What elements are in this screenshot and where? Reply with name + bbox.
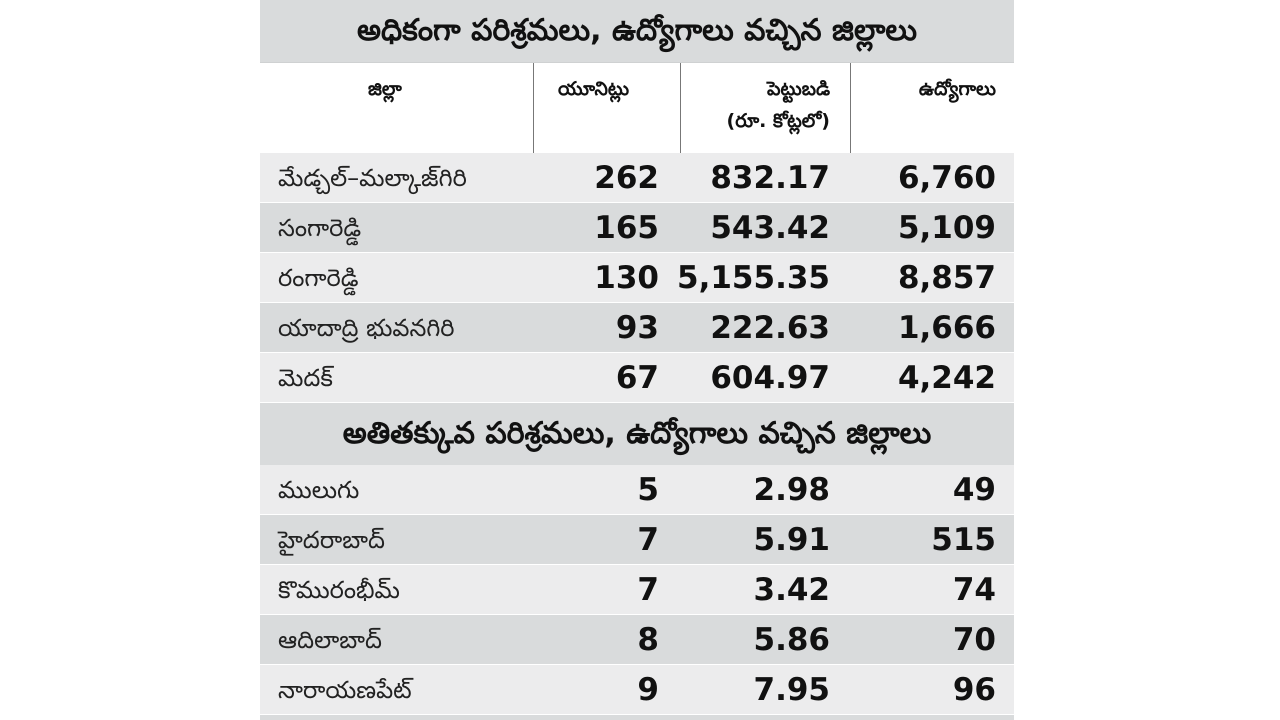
column-divider [850, 63, 851, 153]
district-name: మెదక్‌ [278, 364, 333, 392]
table-header: జిల్లా యూనిట్లు పెట్టుబడి (రూ. కోట్లలో) … [260, 63, 1014, 153]
table-row: ఆదిలాబాద్‌ 8 5.86 70 [260, 615, 1014, 665]
investment-value: 5,155.35 [677, 260, 830, 296]
units-value: 165 [594, 210, 659, 246]
top-districts-block: మేడ్చల్‌–మల్కాజ్‌గిరి 262 832.17 6,760 స… [260, 153, 1014, 403]
table-row: ములుగు 5 2.98 49 [260, 465, 1014, 515]
table-row: రంగారెడ్డి 130 5,155.35 8,857 [260, 253, 1014, 303]
district-name: రంగారెడ్డి [278, 264, 359, 292]
jobs-value: 96 [952, 672, 996, 708]
header-units: యూనిట్లు [558, 78, 630, 100]
bottom-districts-block: ములుగు 5 2.98 49 హైదరాబాద్‌ 7 5.91 515 క… [260, 465, 1014, 715]
investment-value: 5.91 [753, 522, 831, 558]
investment-value: 5.86 [753, 622, 831, 658]
district-name: ఆదిలాబాద్‌ [278, 626, 382, 654]
jobs-value: 74 [952, 572, 996, 608]
jobs-value: 49 [952, 472, 996, 508]
infographic-table-panel: అధికంగా పరిశ్రమలు, ఉద్యోగాలు వచ్చిన జిల్… [260, 0, 1014, 720]
investment-value: 222.63 [710, 310, 830, 346]
header-investment-line1: పెట్టుబడి [766, 78, 830, 100]
column-divider [533, 63, 534, 153]
investment-value: 3.42 [753, 572, 831, 608]
top-section-title: అధికంగా పరిశ్రమలు, ఉద్యోగాలు వచ్చిన జిల్… [260, 0, 1014, 63]
table-row: హైదరాబాద్‌ 7 5.91 515 [260, 515, 1014, 565]
district-name: ములుగు [278, 476, 360, 504]
units-value: 93 [615, 310, 659, 346]
units-value: 8 [637, 622, 659, 658]
district-name: మేడ్చల్‌–మల్కాజ్‌గిరి [278, 164, 467, 192]
units-value: 7 [637, 522, 659, 558]
units-value: 7 [637, 572, 659, 608]
units-value: 262 [594, 160, 659, 196]
table-row: మేడ్చల్‌–మల్కాజ్‌గిరి 262 832.17 6,760 [260, 153, 1014, 203]
units-value: 5 [637, 472, 659, 508]
investment-value: 832.17 [710, 160, 830, 196]
table-row: యాదాద్రి భువనగిరి 93 222.63 1,666 [260, 303, 1014, 353]
district-name: కొమురంభీమ్‌ [278, 576, 400, 604]
table-row: కొమురంభీమ్‌ 7 3.42 74 [260, 565, 1014, 615]
jobs-value: 6,760 [897, 160, 996, 196]
jobs-value: 515 [931, 522, 996, 558]
investment-value: 604.97 [710, 360, 830, 396]
table-row: నారాయణపేట్‌ 9 7.95 96 [260, 665, 1014, 715]
jobs-value: 70 [952, 622, 996, 658]
table-row: మెదక్‌ 67 604.97 4,242 [260, 353, 1014, 403]
district-name: నారాయణపేట్‌ [278, 676, 412, 704]
jobs-value: 4,242 [897, 360, 996, 396]
units-value: 130 [594, 260, 659, 296]
investment-value: 7.95 [753, 672, 831, 708]
district-name: హైదరాబాద్‌ [278, 526, 385, 554]
column-divider [680, 63, 681, 153]
jobs-value: 8,857 [897, 260, 996, 296]
investment-value: 543.42 [710, 210, 830, 246]
header-district: జిల్లా [368, 78, 402, 100]
jobs-value: 5,109 [897, 210, 996, 246]
header-jobs: ఉద్యోగాలు [918, 78, 996, 100]
units-value: 67 [615, 360, 659, 396]
units-value: 9 [637, 672, 659, 708]
table-row: సంగారెడ్డి 165 543.42 5,109 [260, 203, 1014, 253]
investment-value: 2.98 [753, 472, 831, 508]
bottom-section-title: అతితక్కువ పరిశ్రమలు, ఉద్యోగాలు వచ్చిన జి… [260, 403, 1014, 465]
district-name: యాదాద్రి భువనగిరి [278, 314, 455, 342]
header-investment-line2: (రూ. కోట్లలో) [726, 110, 830, 132]
jobs-value: 1,666 [897, 310, 996, 346]
header-investment: పెట్టుబడి (రూ. కోట్లలో) [727, 73, 830, 137]
district-name: సంగారెడ్డి [278, 214, 362, 242]
